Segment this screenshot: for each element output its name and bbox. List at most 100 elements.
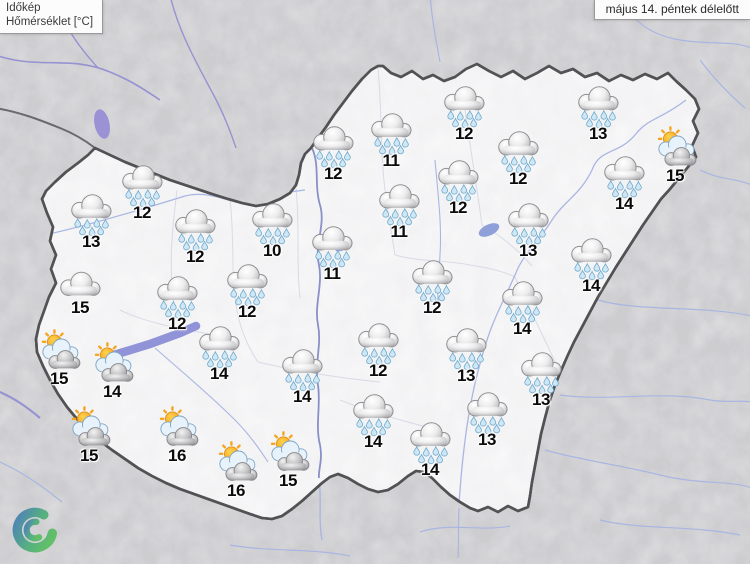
inner-rivers xyxy=(44,99,687,509)
forecast-rain: 14 xyxy=(275,349,329,406)
temperature-label: 14 xyxy=(513,319,531,338)
temperature-label: 13 xyxy=(532,390,550,409)
forecast-rain: 12 xyxy=(168,209,222,265)
rain-icon xyxy=(249,203,295,245)
temperature-label: 15 xyxy=(80,446,98,465)
forecast-rain: 14 xyxy=(346,394,400,451)
temperature-label: 10 xyxy=(263,241,281,260)
forecast-rain: 14 xyxy=(597,156,651,213)
legend-title: Időkép xyxy=(6,2,41,14)
rain-icon xyxy=(499,281,545,323)
rain-icon xyxy=(224,264,270,306)
forecast-rain: 12 xyxy=(431,160,485,217)
rain-icon xyxy=(601,156,647,198)
forecast-partly-sunny: 15 xyxy=(261,431,315,490)
forecast-rain: 12 xyxy=(306,126,360,182)
temperature-label: 12 xyxy=(423,298,441,317)
rain-icon xyxy=(407,422,453,464)
temperature-label: 14 xyxy=(364,432,382,451)
lake-ferto xyxy=(94,109,110,139)
forecast-rain: 12 xyxy=(220,264,274,321)
rain-icon xyxy=(368,113,414,155)
rain-icon xyxy=(495,131,541,173)
forecast-rain: 13 xyxy=(460,392,514,449)
rain-icon xyxy=(279,349,325,391)
temperature-label: 13 xyxy=(589,124,607,143)
forecast-rain: 14 xyxy=(495,281,549,338)
forecast-cloudy: 15 xyxy=(53,260,107,317)
partly-sunny-icon xyxy=(218,441,259,482)
rain-icon xyxy=(568,238,614,280)
rain-icon xyxy=(310,126,356,168)
temperature-label: 15 xyxy=(279,471,297,490)
rain-icon xyxy=(68,194,114,236)
rain-icon xyxy=(355,323,401,365)
temperature-label: 11 xyxy=(323,264,341,283)
forecast-rain: 12 xyxy=(150,276,204,333)
legend-subtitle: Hőmérséklet [°C] xyxy=(6,15,94,28)
temperature-label: 12 xyxy=(238,302,256,321)
forecast-partly-sunny: 16 xyxy=(150,406,204,465)
rain-icon xyxy=(441,86,487,128)
rain-icon xyxy=(518,352,564,394)
rain-icon xyxy=(505,203,551,245)
temperature-label: 14 xyxy=(615,194,633,213)
date-label: május 14. péntek délelőtt xyxy=(605,2,739,16)
temperature-label: 13 xyxy=(82,232,100,251)
temperature-label: 13 xyxy=(478,430,496,449)
idokep-spiral-logo xyxy=(12,507,58,553)
forecast-rain: 11 xyxy=(372,184,426,241)
forecast-partly-sunny: 15 xyxy=(648,126,702,185)
partly-sunny-icon xyxy=(159,406,200,447)
temperature-label: 12 xyxy=(168,314,186,333)
partly-sunny-icon xyxy=(41,329,82,370)
forecast-partly-sunny: 15 xyxy=(62,406,116,465)
forecast-rain: 12 xyxy=(437,86,491,143)
temperature-label: 13 xyxy=(519,241,537,260)
temperature-label: 16 xyxy=(227,481,245,500)
temperature-label: 15 xyxy=(50,369,68,388)
temperature-label: 15 xyxy=(666,166,684,185)
date-box: május 14. péntek délelőtt xyxy=(593,0,750,20)
rain-icon xyxy=(435,160,481,202)
rain-icon xyxy=(443,328,489,370)
legend-box: Időkép Hőmérséklet [°C] xyxy=(0,0,104,34)
forecast-rain: 12 xyxy=(351,323,405,380)
temperature-label: 12 xyxy=(455,124,473,143)
forecast-rain: 14 xyxy=(192,326,246,382)
temperature-label: 16 xyxy=(168,446,186,465)
forecast-rain: 13 xyxy=(439,328,493,385)
rain-icon xyxy=(172,209,218,251)
forecast-rain: 13 xyxy=(514,352,568,409)
temperature-label: 11 xyxy=(390,222,408,241)
country-border xyxy=(34,62,701,521)
partly-sunny-icon xyxy=(657,126,698,167)
rain-icon xyxy=(350,394,396,436)
temperature-label: 15 xyxy=(71,298,89,317)
forecast-rain: 12 xyxy=(115,165,169,221)
rain-icon xyxy=(376,184,422,226)
rain-icon xyxy=(119,165,165,207)
rain-icon xyxy=(154,276,200,318)
rain-icon xyxy=(309,226,355,268)
temperature-label: 14 xyxy=(103,382,121,401)
forecast-rain: 13 xyxy=(501,203,555,260)
temperature-label: 14 xyxy=(293,387,311,406)
temperature-label: 12 xyxy=(369,361,387,380)
temperature-label: 14 xyxy=(582,276,600,295)
lake-tisza xyxy=(478,223,500,237)
rain-icon xyxy=(196,326,242,368)
forecast-rain: 12 xyxy=(491,131,545,187)
rain-icon xyxy=(575,86,621,128)
temperature-label: 12 xyxy=(449,198,467,217)
danube-river xyxy=(311,147,323,479)
temperature-label: 14 xyxy=(421,460,439,479)
temperature-label: 13 xyxy=(457,366,475,385)
forecast-rain: 13 xyxy=(571,86,625,143)
partly-sunny-icon xyxy=(71,406,112,447)
forecast-rain: 13 xyxy=(64,194,118,251)
forecast-partly-sunny: 14 xyxy=(85,342,139,401)
